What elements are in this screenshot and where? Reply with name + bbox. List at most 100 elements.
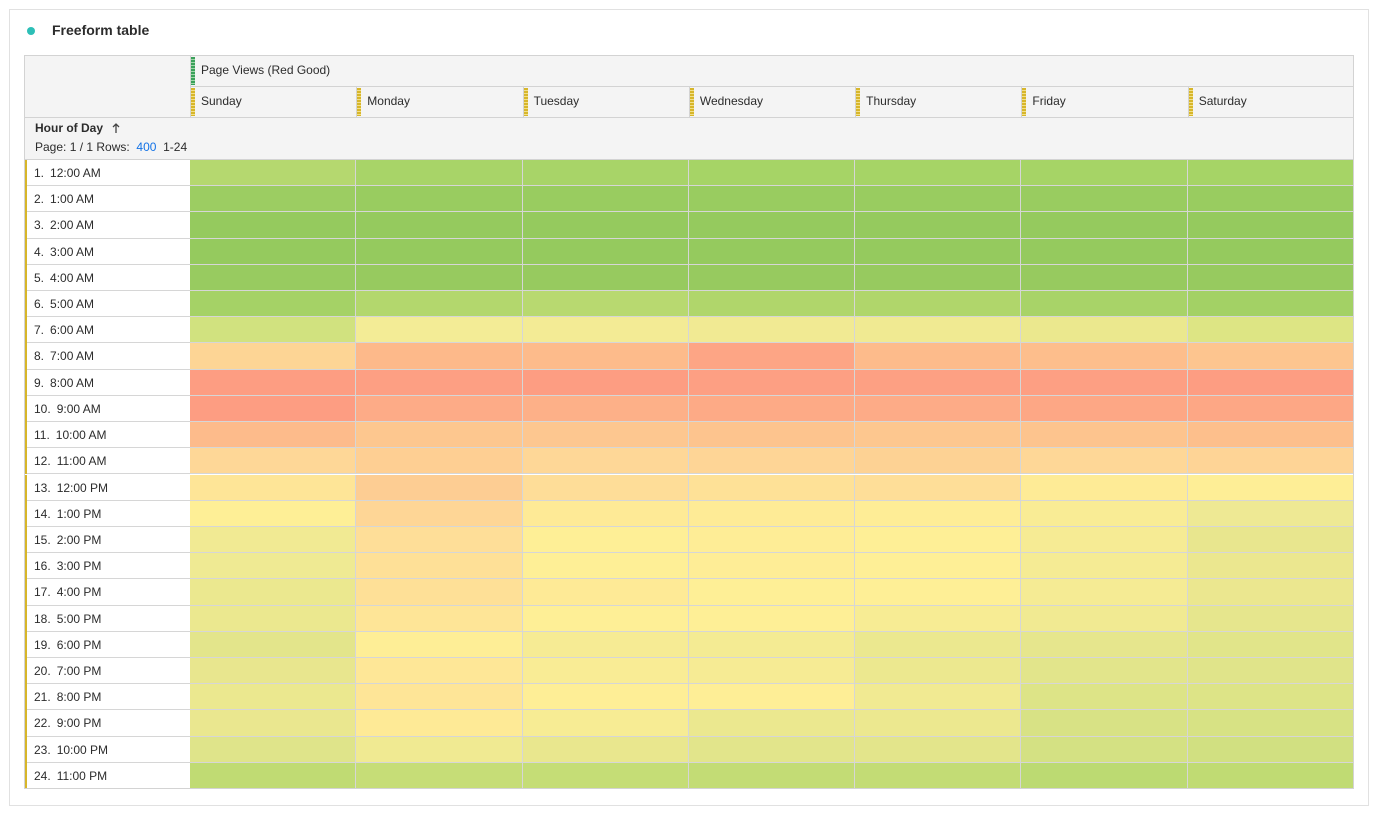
row-marker <box>24 160 27 187</box>
column-header[interactable]: Sunday <box>201 94 242 108</box>
heat-cell <box>855 291 1022 318</box>
panel-dot <box>27 27 35 35</box>
metric-header[interactable]: Page Views (Red Good) <box>201 63 331 77</box>
row-name[interactable]: 4:00 AM <box>50 270 95 285</box>
row-name[interactable]: 12:00 PM <box>56 480 109 495</box>
heat-cell <box>855 343 1022 370</box>
rows-label: Rows: <box>96 140 130 154</box>
heat-cell <box>522 579 689 606</box>
column-header[interactable]: Wednesday <box>699 94 763 108</box>
row-name[interactable]: 12:00 AM <box>50 166 101 180</box>
heat-cell <box>1187 291 1354 318</box>
heat-cell <box>688 579 856 606</box>
row-label: 17. 4:00 PM <box>24 579 191 606</box>
heat-cell <box>1187 264 1354 292</box>
row-name[interactable]: 8:00 PM <box>56 690 102 705</box>
row-name[interactable]: 5:00 PM <box>56 611 102 626</box>
row-marker <box>24 422 27 449</box>
heat-cell <box>190 579 357 606</box>
heat-cell <box>190 736 357 763</box>
heat-cell <box>688 684 856 711</box>
column-header[interactable]: Friday <box>1032 94 1066 108</box>
row-name[interactable]: 10:00 PM <box>56 742 109 757</box>
rows-value[interactable]: 400 <box>136 140 157 154</box>
row-name[interactable]: 11:00 PM <box>56 768 108 783</box>
row-name[interactable]: 9:00 AM <box>56 401 101 416</box>
row-name[interactable]: 2:00 AM <box>50 218 95 233</box>
column-header[interactable]: Monday <box>367 94 410 108</box>
row-index: 24. <box>34 768 51 783</box>
row-marker <box>24 264 27 292</box>
heat-cell <box>688 369 856 396</box>
header-divider <box>24 117 1354 118</box>
row-label: 14. 1:00 PM <box>24 500 191 527</box>
row-marker <box>24 395 27 423</box>
row-name[interactable]: 2:00 PM <box>56 532 102 547</box>
row-name[interactable]: 5:00 AM <box>50 297 95 312</box>
column-marker <box>357 88 362 116</box>
row-name[interactable]: 1:00 PM <box>56 506 102 521</box>
row-name[interactable]: 1:00 AM <box>50 192 95 207</box>
heat-cell <box>1021 605 1188 632</box>
row-index: 16. <box>34 559 51 574</box>
heat-cell <box>1021 317 1188 344</box>
row-index: 5. <box>34 270 45 285</box>
heat-cell <box>855 553 1022 580</box>
row-name[interactable]: 6:00 PM <box>56 637 102 652</box>
heat-cell <box>688 474 856 501</box>
row-label: 8. 7:00 AM <box>24 343 191 370</box>
pagination: Page: 1 / 1 Rows: 400 1-24 of <box>35 140 190 154</box>
row-name[interactable]: 6:00 AM <box>50 323 95 338</box>
heat-cell <box>855 710 1022 737</box>
heat-cell <box>855 579 1022 606</box>
row-label: 18. 5:00 PM <box>24 605 191 632</box>
column-header[interactable]: Tuesday <box>533 94 580 108</box>
row-name[interactable]: 9:00 PM <box>56 716 102 731</box>
row-label: 23. 10:00 PM <box>24 736 191 763</box>
heat-cell <box>1021 369 1188 396</box>
heat-cell <box>190 212 357 239</box>
heat-cell <box>1187 395 1354 423</box>
heat-cell <box>855 448 1022 475</box>
column-marker <box>1022 88 1027 116</box>
heat-cell <box>688 762 856 789</box>
row-index: 9. <box>34 375 45 390</box>
heat-cell <box>1021 343 1188 370</box>
heat-cell <box>1187 684 1354 711</box>
row-header[interactable]: Hour of Day <box>35 121 104 135</box>
heat-cell <box>855 212 1022 239</box>
heat-cell <box>688 317 856 344</box>
row-label: 13. 12:00 PM <box>24 474 191 501</box>
heat-cell <box>522 160 689 187</box>
row-name[interactable]: 7:00 AM <box>50 349 95 364</box>
row-name[interactable]: 8:00 AM <box>50 375 95 390</box>
heat-cell <box>190 160 357 187</box>
row-name[interactable]: 3:00 AM <box>50 244 95 259</box>
heat-cell <box>190 526 357 554</box>
row-marker <box>24 369 27 396</box>
sort-icon[interactable] <box>111 122 121 134</box>
heat-cell <box>1021 631 1188 658</box>
heat-cell <box>190 631 357 658</box>
column-header[interactable]: Saturday <box>1198 94 1247 108</box>
heat-cell <box>855 317 1022 344</box>
row-name[interactable]: 11:00 AM <box>56 454 107 469</box>
column-divider <box>1187 86 1189 117</box>
heat-cell <box>855 395 1022 423</box>
heat-cell <box>190 500 357 527</box>
header-divider <box>190 86 1354 87</box>
row-name[interactable]: 4:00 PM <box>56 585 102 600</box>
heat-cell <box>1021 395 1188 423</box>
row-name[interactable]: 10:00 AM <box>55 428 107 443</box>
heat-cell <box>356 657 523 685</box>
heat-cell <box>356 762 523 789</box>
heat-cell <box>190 186 357 213</box>
heat-cell <box>1187 238 1354 265</box>
row-marker <box>24 657 27 685</box>
row-label: 20. 7:00 PM <box>24 657 191 685</box>
column-marker <box>523 88 528 116</box>
column-header[interactable]: Thursday <box>866 94 917 108</box>
row-name[interactable]: 7:00 PM <box>56 663 102 678</box>
row-name[interactable]: 3:00 PM <box>56 559 102 574</box>
